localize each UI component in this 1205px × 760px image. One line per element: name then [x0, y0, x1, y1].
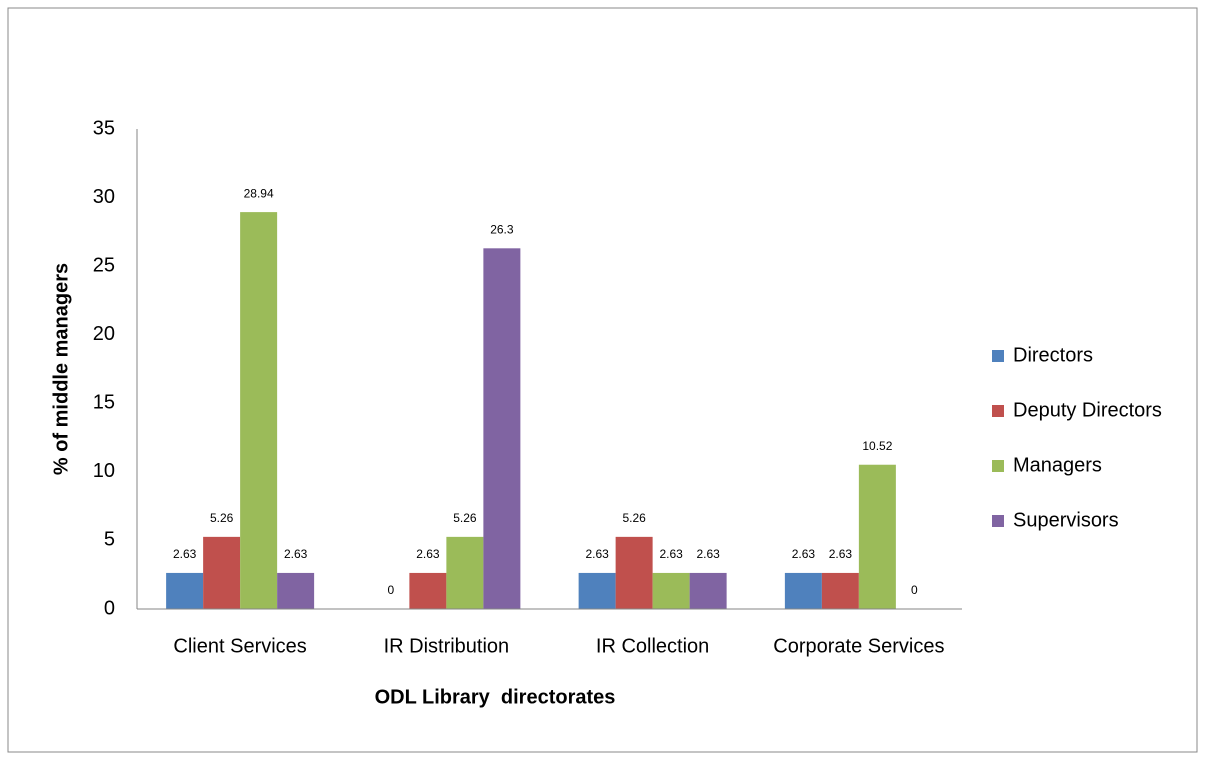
- x-tick-label: IR Collection: [596, 635, 709, 657]
- data-label: 28.94: [244, 186, 274, 200]
- y-tick-label: 10: [93, 460, 115, 482]
- data-label: 5.26: [210, 511, 234, 525]
- bar: [689, 572, 727, 609]
- bar: [446, 536, 484, 609]
- y-axis-title: % of middle managers: [50, 263, 72, 475]
- legend-swatch: [992, 350, 1004, 362]
- data-label: 2.63: [173, 547, 197, 561]
- legend-label: Managers: [1013, 454, 1102, 476]
- y-tick-label: 25: [93, 254, 115, 276]
- y-tick-label: 35: [93, 117, 115, 139]
- x-axis-title: ODL Library directorates: [375, 686, 616, 708]
- bar: [652, 572, 690, 609]
- bar: [483, 248, 521, 610]
- y-tick-label: 0: [104, 597, 115, 619]
- data-label: 10.52: [862, 439, 892, 453]
- bar: [615, 536, 653, 609]
- bar: [203, 536, 241, 609]
- bar: [858, 464, 896, 609]
- data-label: 2.63: [416, 547, 440, 561]
- legend-swatch: [992, 405, 1004, 417]
- x-tick-label: Corporate Services: [773, 635, 944, 657]
- y-tick-label: 5: [104, 529, 115, 551]
- x-tick-label: IR Distribution: [384, 635, 510, 657]
- data-label: 2.63: [696, 547, 720, 561]
- legend-label: Directors: [1013, 344, 1093, 366]
- bar: [240, 212, 278, 609]
- bar: [578, 572, 616, 609]
- data-label: 2.63: [284, 547, 308, 561]
- legend-swatch: [992, 460, 1004, 472]
- bar: [277, 572, 315, 609]
- bar: [784, 572, 822, 609]
- y-tick-label: 30: [93, 186, 115, 208]
- x-tick-label: Client Services: [173, 635, 306, 657]
- legend-swatch: [992, 515, 1004, 527]
- data-label: 2.63: [792, 547, 816, 561]
- data-label: 26.3: [490, 222, 514, 236]
- legend-label: Supervisors: [1013, 509, 1119, 531]
- data-label: 0: [388, 583, 395, 597]
- y-tick-label: 15: [93, 392, 115, 414]
- data-label: 0: [911, 583, 918, 597]
- data-label: 2.63: [585, 547, 609, 561]
- bar: [166, 572, 204, 609]
- y-tick-label: 20: [93, 323, 115, 345]
- data-label: 2.63: [829, 547, 853, 561]
- bar: [821, 572, 859, 609]
- legend-label: Deputy Directors: [1013, 399, 1162, 421]
- data-label: 5.26: [622, 511, 646, 525]
- bar: [409, 572, 447, 609]
- data-label: 2.63: [659, 547, 683, 561]
- data-label: 5.26: [453, 511, 477, 525]
- chart-frame: [7, 7, 1198, 753]
